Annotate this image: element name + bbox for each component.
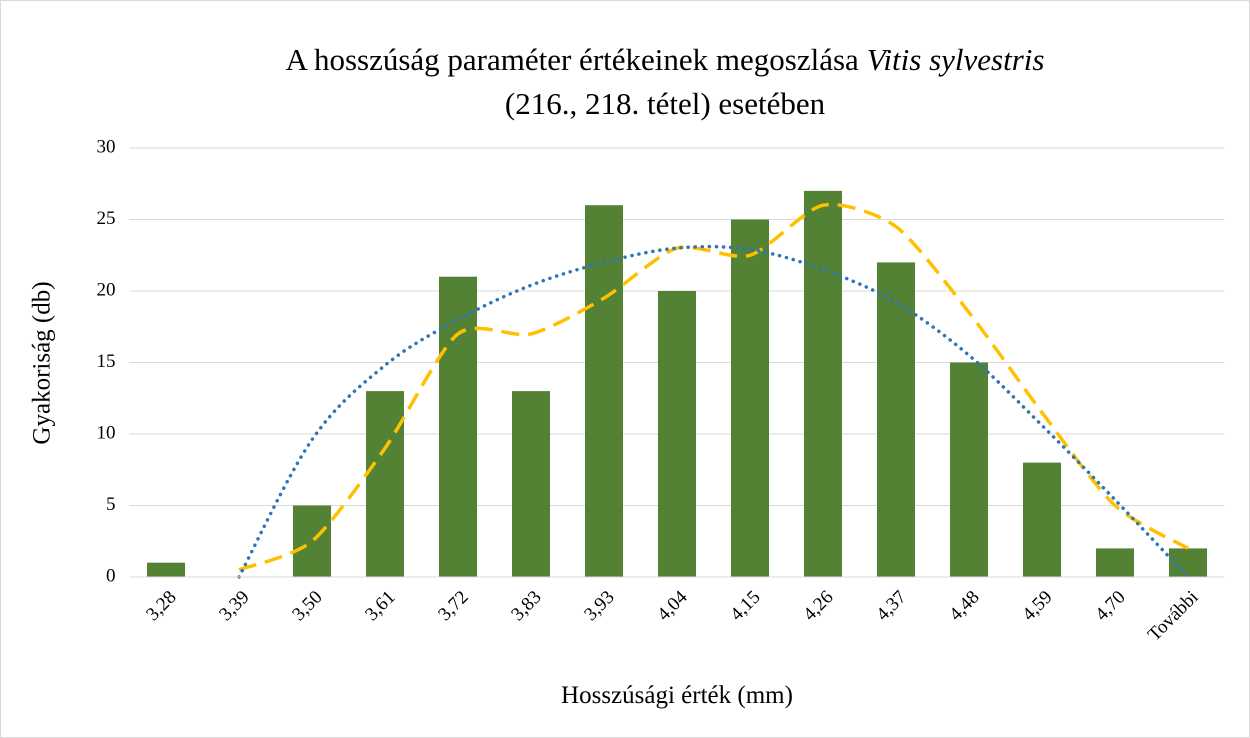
y-tick-label: 15 (97, 351, 116, 372)
bar (1169, 548, 1207, 577)
bar (293, 505, 331, 577)
y-axis-label: Gyakoriság (db) (29, 281, 56, 444)
y-tick-label: 10 (97, 422, 116, 443)
bar (950, 362, 988, 577)
bar (147, 562, 185, 577)
bar (366, 391, 404, 577)
y-tick-label: 30 (97, 136, 116, 157)
chart-title: A hosszúság paraméter értékeinek megoszl… (286, 42, 1045, 77)
bar (512, 391, 550, 577)
title-text: A hosszúság paraméter értékeinek megoszl… (286, 42, 860, 77)
chart-subtitle: (216., 218. tétel) esetében (505, 86, 826, 121)
y-tick-label: 0 (106, 565, 116, 586)
bar (658, 291, 696, 577)
x-axis-label: Hosszúsági érték (mm) (561, 682, 793, 709)
title-italic: Vitis sylvestris (867, 42, 1045, 77)
bar (1023, 462, 1061, 577)
bar (731, 219, 769, 577)
bar (877, 262, 915, 577)
y-tick-label: 20 (97, 279, 116, 300)
bar (439, 276, 477, 577)
y-tick-label: 5 (106, 494, 116, 515)
y-tick-label: 25 (97, 208, 116, 229)
bar (1096, 548, 1134, 577)
bar (804, 190, 842, 577)
